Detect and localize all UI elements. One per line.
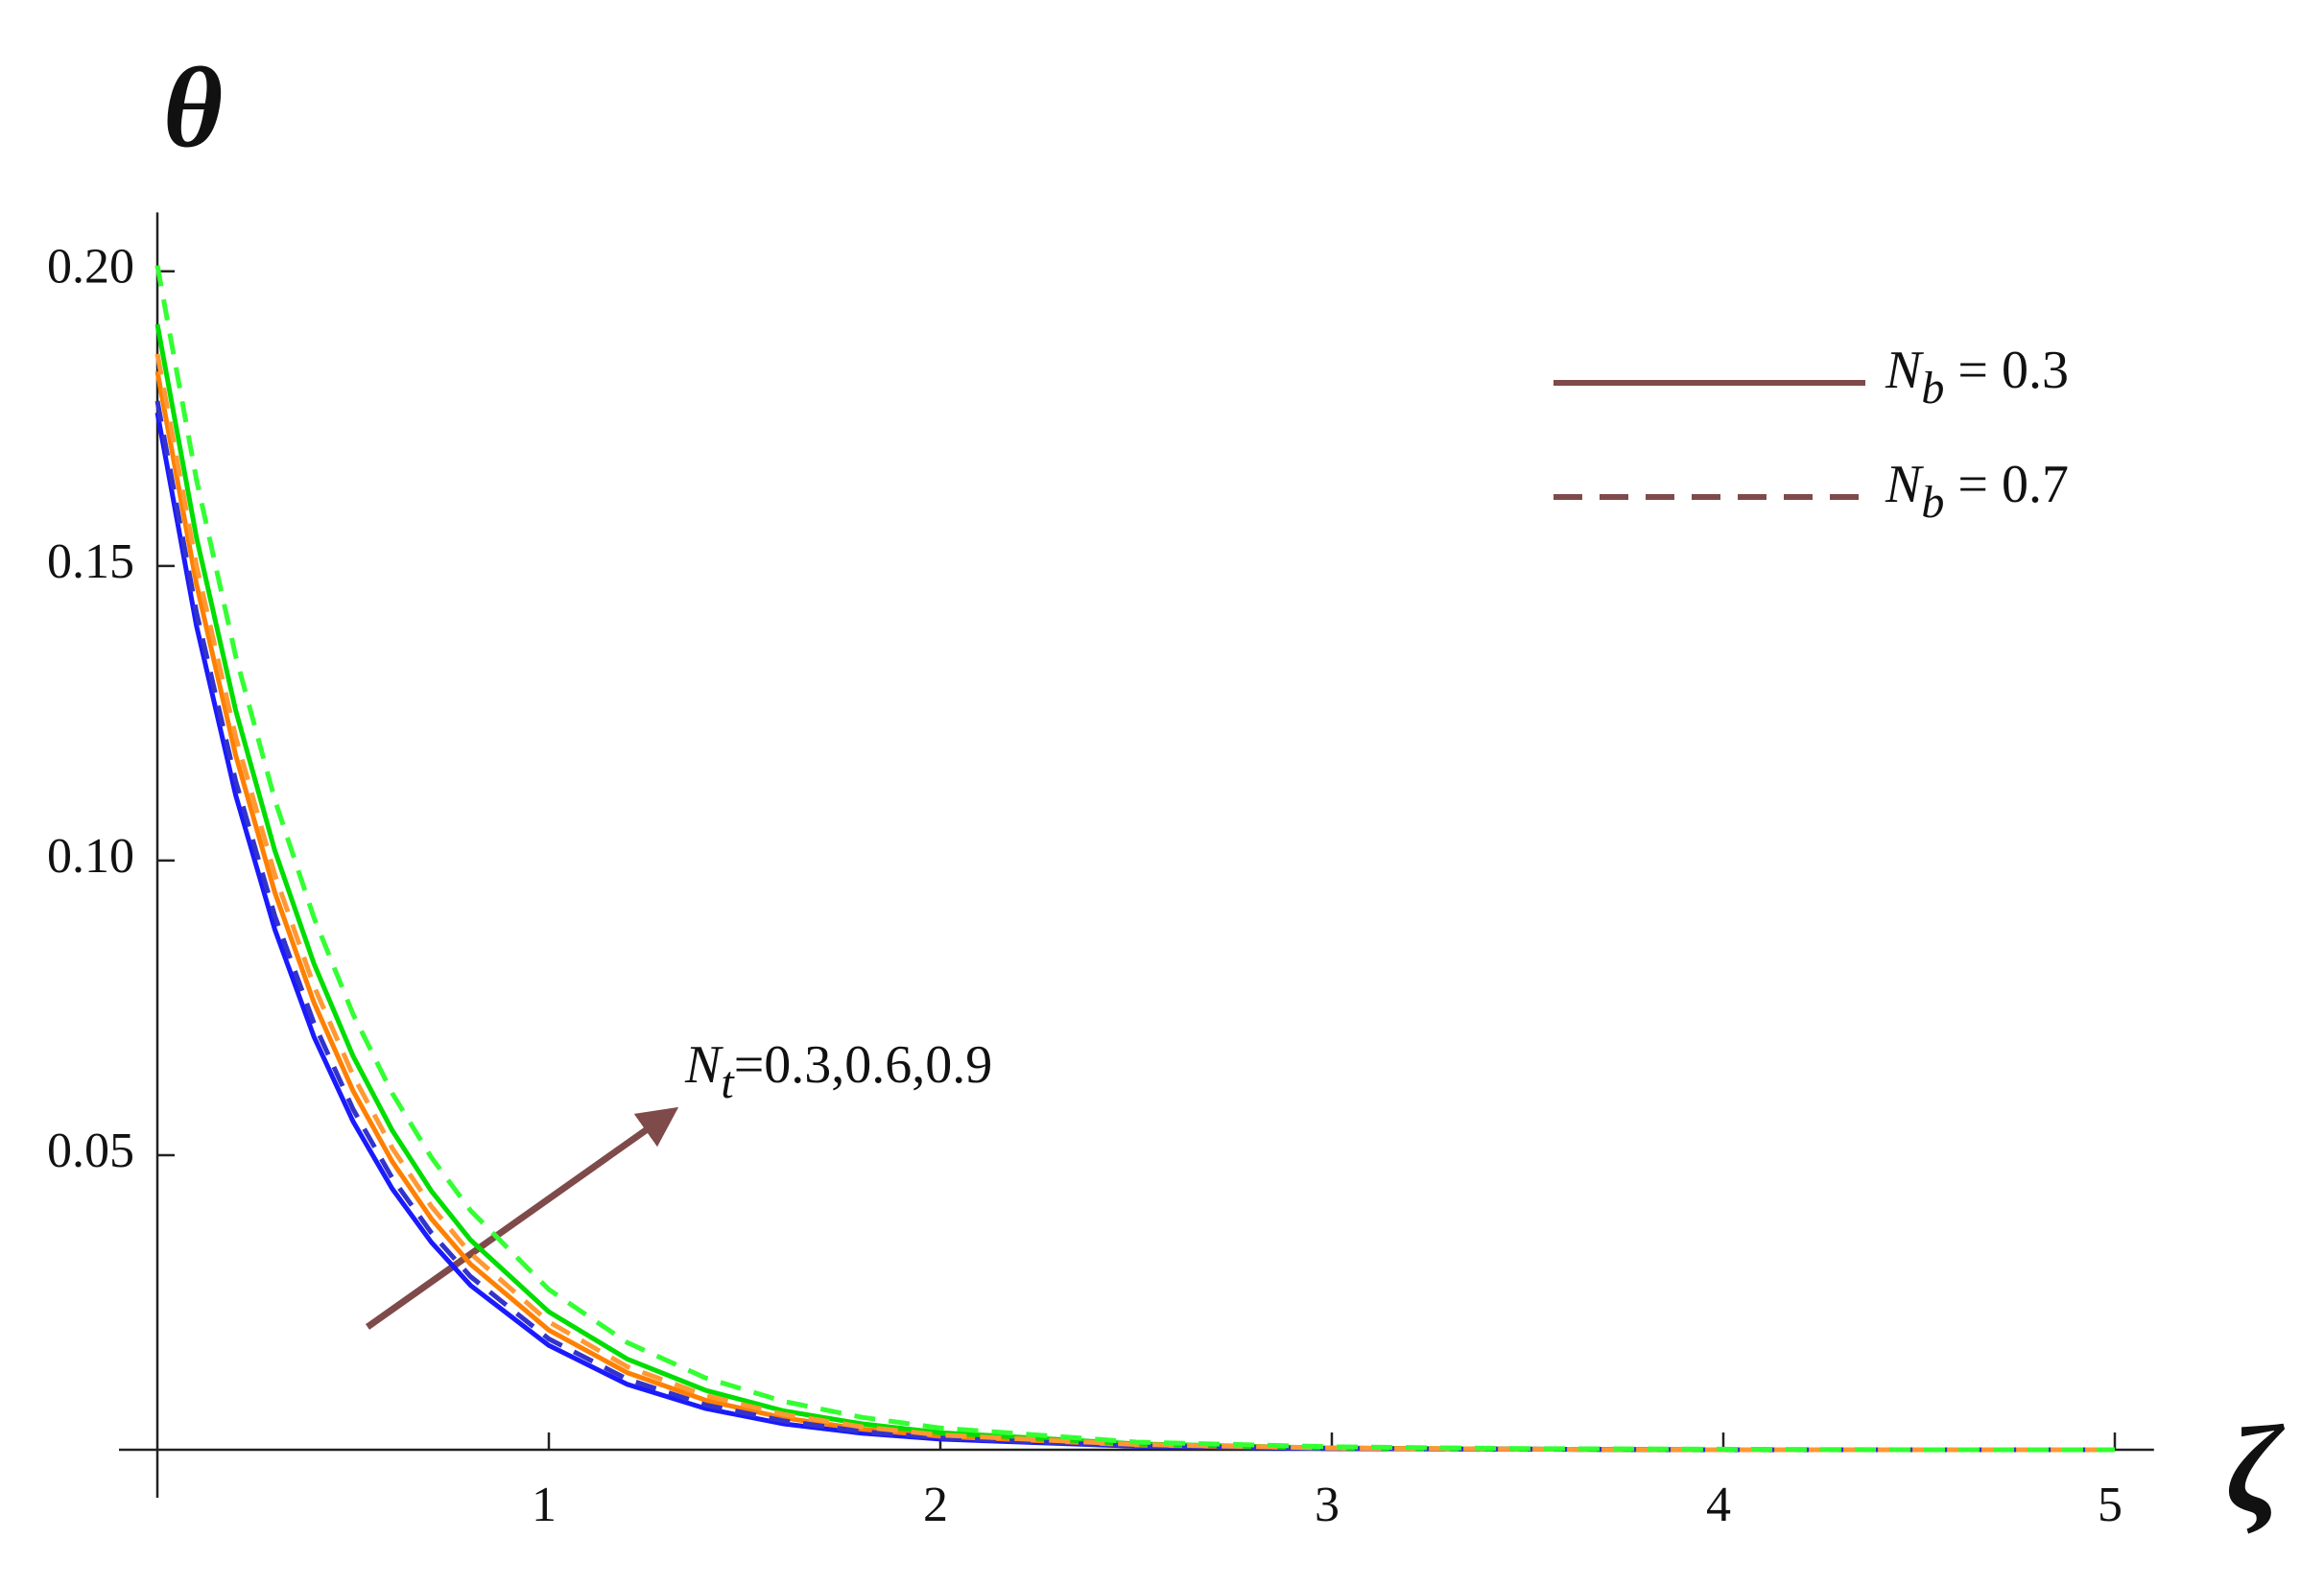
y-tick-label: 0.10 <box>47 829 134 884</box>
legend-subscript: b <box>1921 363 1944 414</box>
series-line <box>154 323 2115 1453</box>
series-line <box>154 400 2115 1453</box>
x-tick-label: 2 <box>923 1478 948 1532</box>
legend-subscript: b <box>1921 477 1944 528</box>
series-line <box>154 412 2115 1453</box>
legend-label: Nb = 0.3 <box>1885 341 2069 414</box>
x-axis-label: ζ <box>2226 1401 2286 1539</box>
annotation-symbol: N <box>684 1035 723 1095</box>
legend-symbol: N <box>1885 455 1924 514</box>
legend-text: = 0.3 <box>1944 341 2069 400</box>
annotation-text: =0.3,0.6,0.9 <box>734 1035 993 1095</box>
y-axis-label: θ <box>163 44 223 172</box>
legend-label: Nb = 0.7 <box>1885 455 2069 528</box>
series-line <box>154 353 2115 1453</box>
series-line <box>154 265 2115 1453</box>
annotation-subscript: t <box>721 1057 735 1108</box>
y-tick-label: 0.20 <box>47 240 134 295</box>
x-tick-label: 3 <box>1315 1478 1340 1532</box>
x-tick-label: 5 <box>2098 1478 2122 1532</box>
x-tick-label: 4 <box>1706 1478 1731 1532</box>
annotation-arrow <box>365 1106 679 1330</box>
y-tick-label: 0.05 <box>47 1124 134 1178</box>
legend-symbol: N <box>1885 341 1924 400</box>
y-tick-label: 0.15 <box>47 534 134 589</box>
legend-text: = 0.7 <box>1944 455 2069 514</box>
series-line <box>154 370 2115 1453</box>
annotation: Nt=0.3,0.6,0.9 <box>684 1035 992 1108</box>
x-tick-label: 1 <box>532 1478 557 1532</box>
